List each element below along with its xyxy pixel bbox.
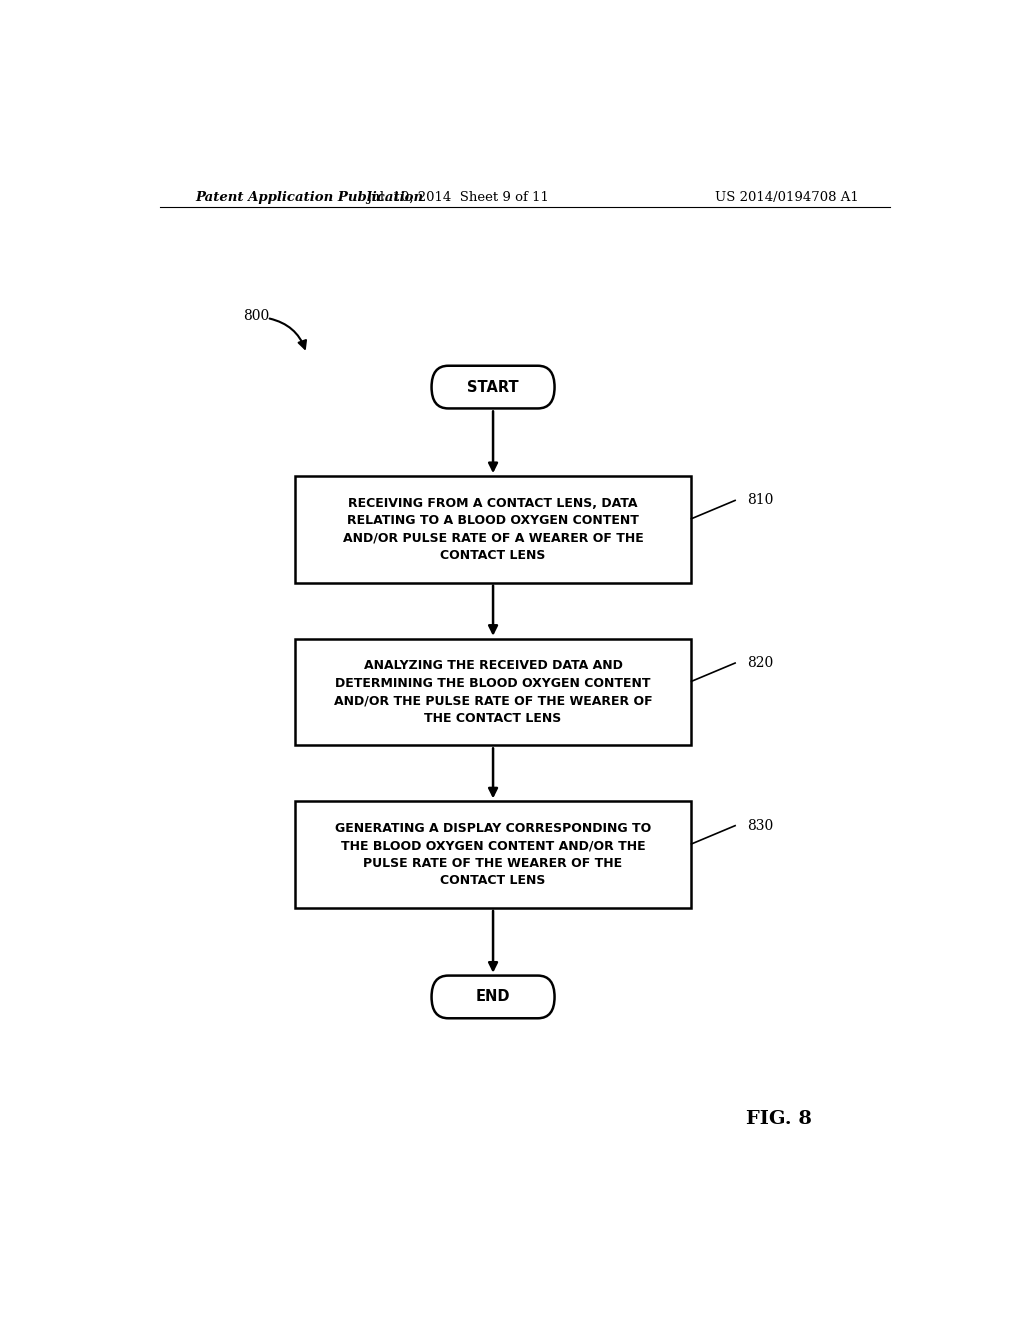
Text: ANALYZING THE RECEIVED DATA AND
DETERMINING THE BLOOD OXYGEN CONTENT
AND/OR THE : ANALYZING THE RECEIVED DATA AND DETERMIN… (334, 659, 652, 725)
Text: 820: 820 (748, 656, 773, 671)
Bar (295, 639, 691, 746)
Text: 810: 810 (748, 494, 773, 507)
FancyBboxPatch shape (431, 975, 555, 1018)
Bar (295, 801, 691, 908)
Text: START: START (467, 380, 519, 395)
Text: 830: 830 (748, 818, 773, 833)
FancyBboxPatch shape (431, 366, 555, 408)
Bar (295, 477, 691, 582)
Text: US 2014/0194708 A1: US 2014/0194708 A1 (715, 190, 858, 203)
Text: 800: 800 (243, 309, 269, 323)
Text: END: END (476, 990, 510, 1005)
Text: GENERATING A DISPLAY CORRESPONDING TO
THE BLOOD OXYGEN CONTENT AND/OR THE
PULSE : GENERATING A DISPLAY CORRESPONDING TO TH… (335, 822, 651, 887)
Text: RECEIVING FROM A CONTACT LENS, DATA
RELATING TO A BLOOD OXYGEN CONTENT
AND/OR PU: RECEIVING FROM A CONTACT LENS, DATA RELA… (343, 496, 643, 562)
Text: Patent Application Publication: Patent Application Publication (196, 190, 424, 203)
Text: Jul. 10, 2014  Sheet 9 of 11: Jul. 10, 2014 Sheet 9 of 11 (366, 190, 549, 203)
Text: FIG. 8: FIG. 8 (745, 1110, 812, 1127)
